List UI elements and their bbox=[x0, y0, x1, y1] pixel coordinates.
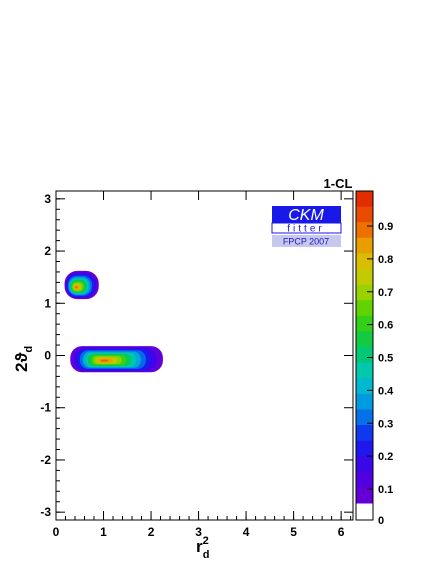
y-tick-label: 3 bbox=[44, 192, 51, 206]
colorbar-swatch bbox=[356, 206, 373, 223]
colorbar-swatch bbox=[356, 237, 373, 254]
colorbar-swatch bbox=[356, 300, 373, 317]
x-axis-title-sup: 2 bbox=[203, 535, 209, 547]
x-tick-label: 4 bbox=[243, 525, 250, 539]
y-axis-title: 2ϑd bbox=[12, 346, 35, 372]
colorbar-tick-label: 0.8 bbox=[378, 254, 393, 266]
x-tick-label: 3 bbox=[195, 525, 202, 539]
y-tick-label: -2 bbox=[40, 453, 51, 467]
colorbar-swatch bbox=[356, 456, 373, 473]
colorbar-swatch bbox=[356, 425, 373, 442]
colorbar-swatch bbox=[356, 284, 373, 301]
y-tick-label: 0 bbox=[44, 349, 51, 363]
x-tick-label: 6 bbox=[338, 525, 345, 539]
heatmap-regions bbox=[64, 270, 163, 373]
colorbar-swatch bbox=[356, 191, 373, 208]
colorbar-swatch bbox=[356, 331, 373, 348]
colorbar-swatch bbox=[356, 222, 373, 239]
logo-caption: FPCP 2007 bbox=[283, 237, 329, 247]
colorbar-tick-label: 0 bbox=[378, 515, 384, 527]
y-axis-title-sub: d bbox=[23, 346, 35, 353]
colorbar-frame bbox=[355, 190, 374, 521]
y-axis-title-main: 2ϑ bbox=[12, 353, 31, 372]
logo-sub: fitter bbox=[287, 224, 324, 235]
colorbar-swatch bbox=[356, 409, 373, 426]
x-tick-label: 2 bbox=[148, 525, 155, 539]
y-tick-label: -3 bbox=[40, 505, 51, 519]
x-tick-label: 1 bbox=[100, 525, 107, 539]
x-axis-title: r2 d bbox=[196, 535, 209, 561]
colorbar-swatch bbox=[356, 315, 373, 332]
x-tick-label: 0 bbox=[53, 525, 60, 539]
logo-main: CKM bbox=[288, 207, 324, 224]
colorbar-swatch bbox=[356, 393, 373, 410]
colorbar-tick-label: 0.1 bbox=[378, 484, 393, 496]
colorbar-tick-label: 0.6 bbox=[378, 320, 393, 332]
y-tick-label: 2 bbox=[44, 244, 51, 258]
colorbar-tick-label: 0.4 bbox=[378, 385, 394, 397]
y-axis: -3 -2 -1 0 1 2 3 bbox=[40, 192, 353, 519]
colorbar-swatch bbox=[356, 269, 373, 286]
heatmap-band bbox=[101, 359, 108, 362]
x-axis-title-sub: d bbox=[203, 549, 210, 561]
y-tick-label: 1 bbox=[44, 296, 51, 310]
colorbar-tick-label: 0.7 bbox=[378, 287, 393, 299]
colorbar-swatch bbox=[356, 471, 373, 488]
colorbar-tick-label: 0.3 bbox=[378, 418, 393, 430]
heatmap-band bbox=[75, 286, 78, 289]
colorbar-swatch bbox=[356, 487, 373, 504]
colorbar: 0 0.1 0.2 0.3 0.4 0.5 0.6 0.7 0.8 0.9 bbox=[355, 190, 394, 527]
x-axis-title-main: r bbox=[196, 537, 203, 556]
colorbar-swatch bbox=[356, 440, 373, 457]
colorbar-tick-label: 0.9 bbox=[378, 221, 393, 233]
x-axis: 0 1 2 3 4 5 6 bbox=[53, 191, 352, 539]
y-tick-label: -1 bbox=[40, 401, 51, 415]
colorbar-swatch bbox=[356, 253, 373, 270]
colorbar-swatch bbox=[356, 378, 373, 395]
colorbar-title: 1-CL bbox=[324, 176, 353, 191]
colorbar-tick-label: 0.5 bbox=[378, 353, 393, 365]
colorbar-swatch bbox=[356, 347, 373, 364]
colorbar-tick-label: 0.2 bbox=[378, 451, 393, 463]
ckmfitter-logo: CKM fitter FPCP 2007 bbox=[271, 206, 342, 247]
colorbar-swatch bbox=[356, 362, 373, 379]
x-tick-label: 5 bbox=[290, 525, 297, 539]
